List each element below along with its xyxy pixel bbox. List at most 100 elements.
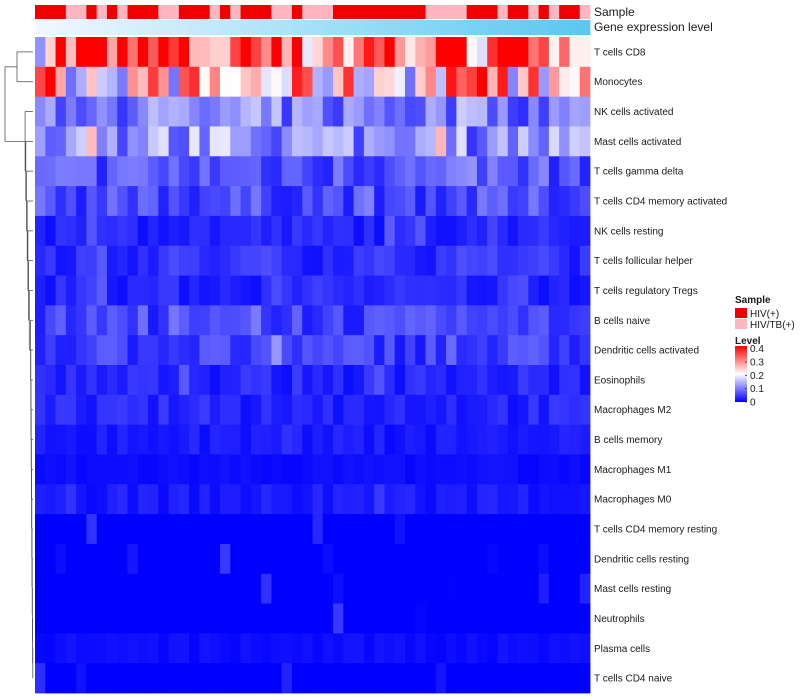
heatmap-cell xyxy=(518,603,529,634)
heatmap-cell xyxy=(343,424,355,455)
heatmap-cell xyxy=(343,633,355,664)
heatmap-cell xyxy=(117,484,128,515)
heatmap-cell xyxy=(127,215,139,247)
heatmap-cell xyxy=(168,514,180,545)
heatmap-cell xyxy=(86,305,98,336)
heatmap-cell xyxy=(291,215,303,247)
heatmap-cell xyxy=(148,424,159,455)
heatmap-cell xyxy=(168,126,180,157)
heatmap-cell xyxy=(137,663,149,694)
heatmap-cell xyxy=(374,305,385,336)
heatmap-cell xyxy=(178,514,190,545)
heatmap-cell xyxy=(312,245,324,276)
heatmap-cell xyxy=(384,305,396,336)
expression-annotation-cell xyxy=(363,20,375,35)
heatmap-cell xyxy=(148,156,159,187)
heatmap-cell xyxy=(425,365,437,396)
heatmap-cell xyxy=(322,543,334,575)
heatmap-cell xyxy=(127,603,139,634)
sample-annotation-cell xyxy=(518,5,529,19)
heatmap-cell xyxy=(189,335,200,366)
heatmap-cell xyxy=(96,663,108,694)
heatmap-cell xyxy=(569,245,581,276)
heatmap-cell xyxy=(117,663,128,694)
heatmap-cell xyxy=(487,305,498,336)
heatmap-cell xyxy=(230,424,241,455)
heatmap-cell xyxy=(220,543,231,575)
heatmap-cell xyxy=(384,484,396,515)
heatmap-cell xyxy=(497,156,509,187)
heatmap-cell xyxy=(261,126,272,157)
expression-annotation-cell xyxy=(487,20,498,35)
heatmap-cell xyxy=(374,633,385,664)
heatmap-cell xyxy=(466,245,478,276)
heatmap-cell xyxy=(374,66,385,98)
expression-annotation-cell xyxy=(353,20,365,35)
heatmap-cell xyxy=(343,305,355,336)
heatmap-cell xyxy=(178,365,190,396)
heatmap-cell xyxy=(220,454,231,485)
heatmap-cell xyxy=(466,543,478,575)
heatmap-cell xyxy=(353,394,365,426)
heatmap-cell xyxy=(137,424,149,455)
heatmap-cell xyxy=(446,663,457,694)
heatmap-cell xyxy=(76,424,87,455)
heatmap-cell xyxy=(281,96,293,127)
heatmap-cell xyxy=(189,454,200,485)
heatmap-cell xyxy=(281,543,293,575)
heatmap-cell xyxy=(261,156,272,187)
heatmap-cell xyxy=(96,633,108,664)
heatmap-cell xyxy=(127,245,139,276)
heatmap-cell xyxy=(446,394,457,426)
heatmap-cell xyxy=(374,156,385,187)
heatmap-cell xyxy=(497,514,509,545)
sample-annotation-cell xyxy=(96,5,108,19)
heatmap-cell xyxy=(271,305,283,336)
sample-annotation-cell xyxy=(548,5,560,19)
heatmap-cell xyxy=(435,603,447,634)
heatmap-cell xyxy=(476,365,488,396)
heatmap-cell xyxy=(353,633,365,664)
heatmap-cell xyxy=(302,365,313,396)
heatmap-cell xyxy=(148,573,159,604)
heatmap-cell xyxy=(353,573,365,604)
heatmap-cell xyxy=(487,215,498,247)
sample-annotation-cell xyxy=(230,5,241,19)
row-label: Mast cells activated xyxy=(594,137,681,148)
heatmap-cell xyxy=(322,305,334,336)
heatmap-cell xyxy=(271,37,283,68)
heatmap-cell xyxy=(261,424,272,455)
heatmap-cell xyxy=(168,66,180,98)
heatmap-cell xyxy=(240,275,252,306)
heatmap-cell xyxy=(538,186,550,217)
heatmap-cell xyxy=(86,275,98,306)
heatmap-cell xyxy=(250,126,262,157)
legend-swatch-hiv xyxy=(735,308,747,318)
heatmap-cell xyxy=(548,96,560,127)
heatmap-cell xyxy=(127,186,139,217)
heatmap-cell xyxy=(476,543,488,575)
heatmap-cell xyxy=(425,275,437,306)
heatmap-cell xyxy=(96,126,108,157)
heatmap-cell xyxy=(312,66,324,98)
heatmap-cell xyxy=(291,335,303,366)
heatmap-cell xyxy=(158,156,170,187)
heatmap-cell xyxy=(384,424,396,455)
heatmap-cell xyxy=(518,365,529,396)
row-label: Neutrophils xyxy=(594,614,645,625)
heatmap-cell xyxy=(425,66,437,98)
heatmap-cell xyxy=(76,245,87,276)
heatmap-cell xyxy=(343,603,355,634)
heatmap-cell xyxy=(168,454,180,485)
heatmap-cell xyxy=(250,245,262,276)
heatmap-cell xyxy=(76,96,87,127)
heatmap-cell xyxy=(415,484,426,515)
heatmap-cell xyxy=(343,215,355,247)
heatmap-cell xyxy=(569,365,581,396)
heatmap-cell xyxy=(394,305,406,336)
heatmap-cell xyxy=(569,394,581,426)
heatmap-cell xyxy=(199,543,211,575)
heatmap-cell xyxy=(106,245,118,276)
heatmap-cell xyxy=(65,335,77,366)
heatmap-cell xyxy=(528,37,540,68)
